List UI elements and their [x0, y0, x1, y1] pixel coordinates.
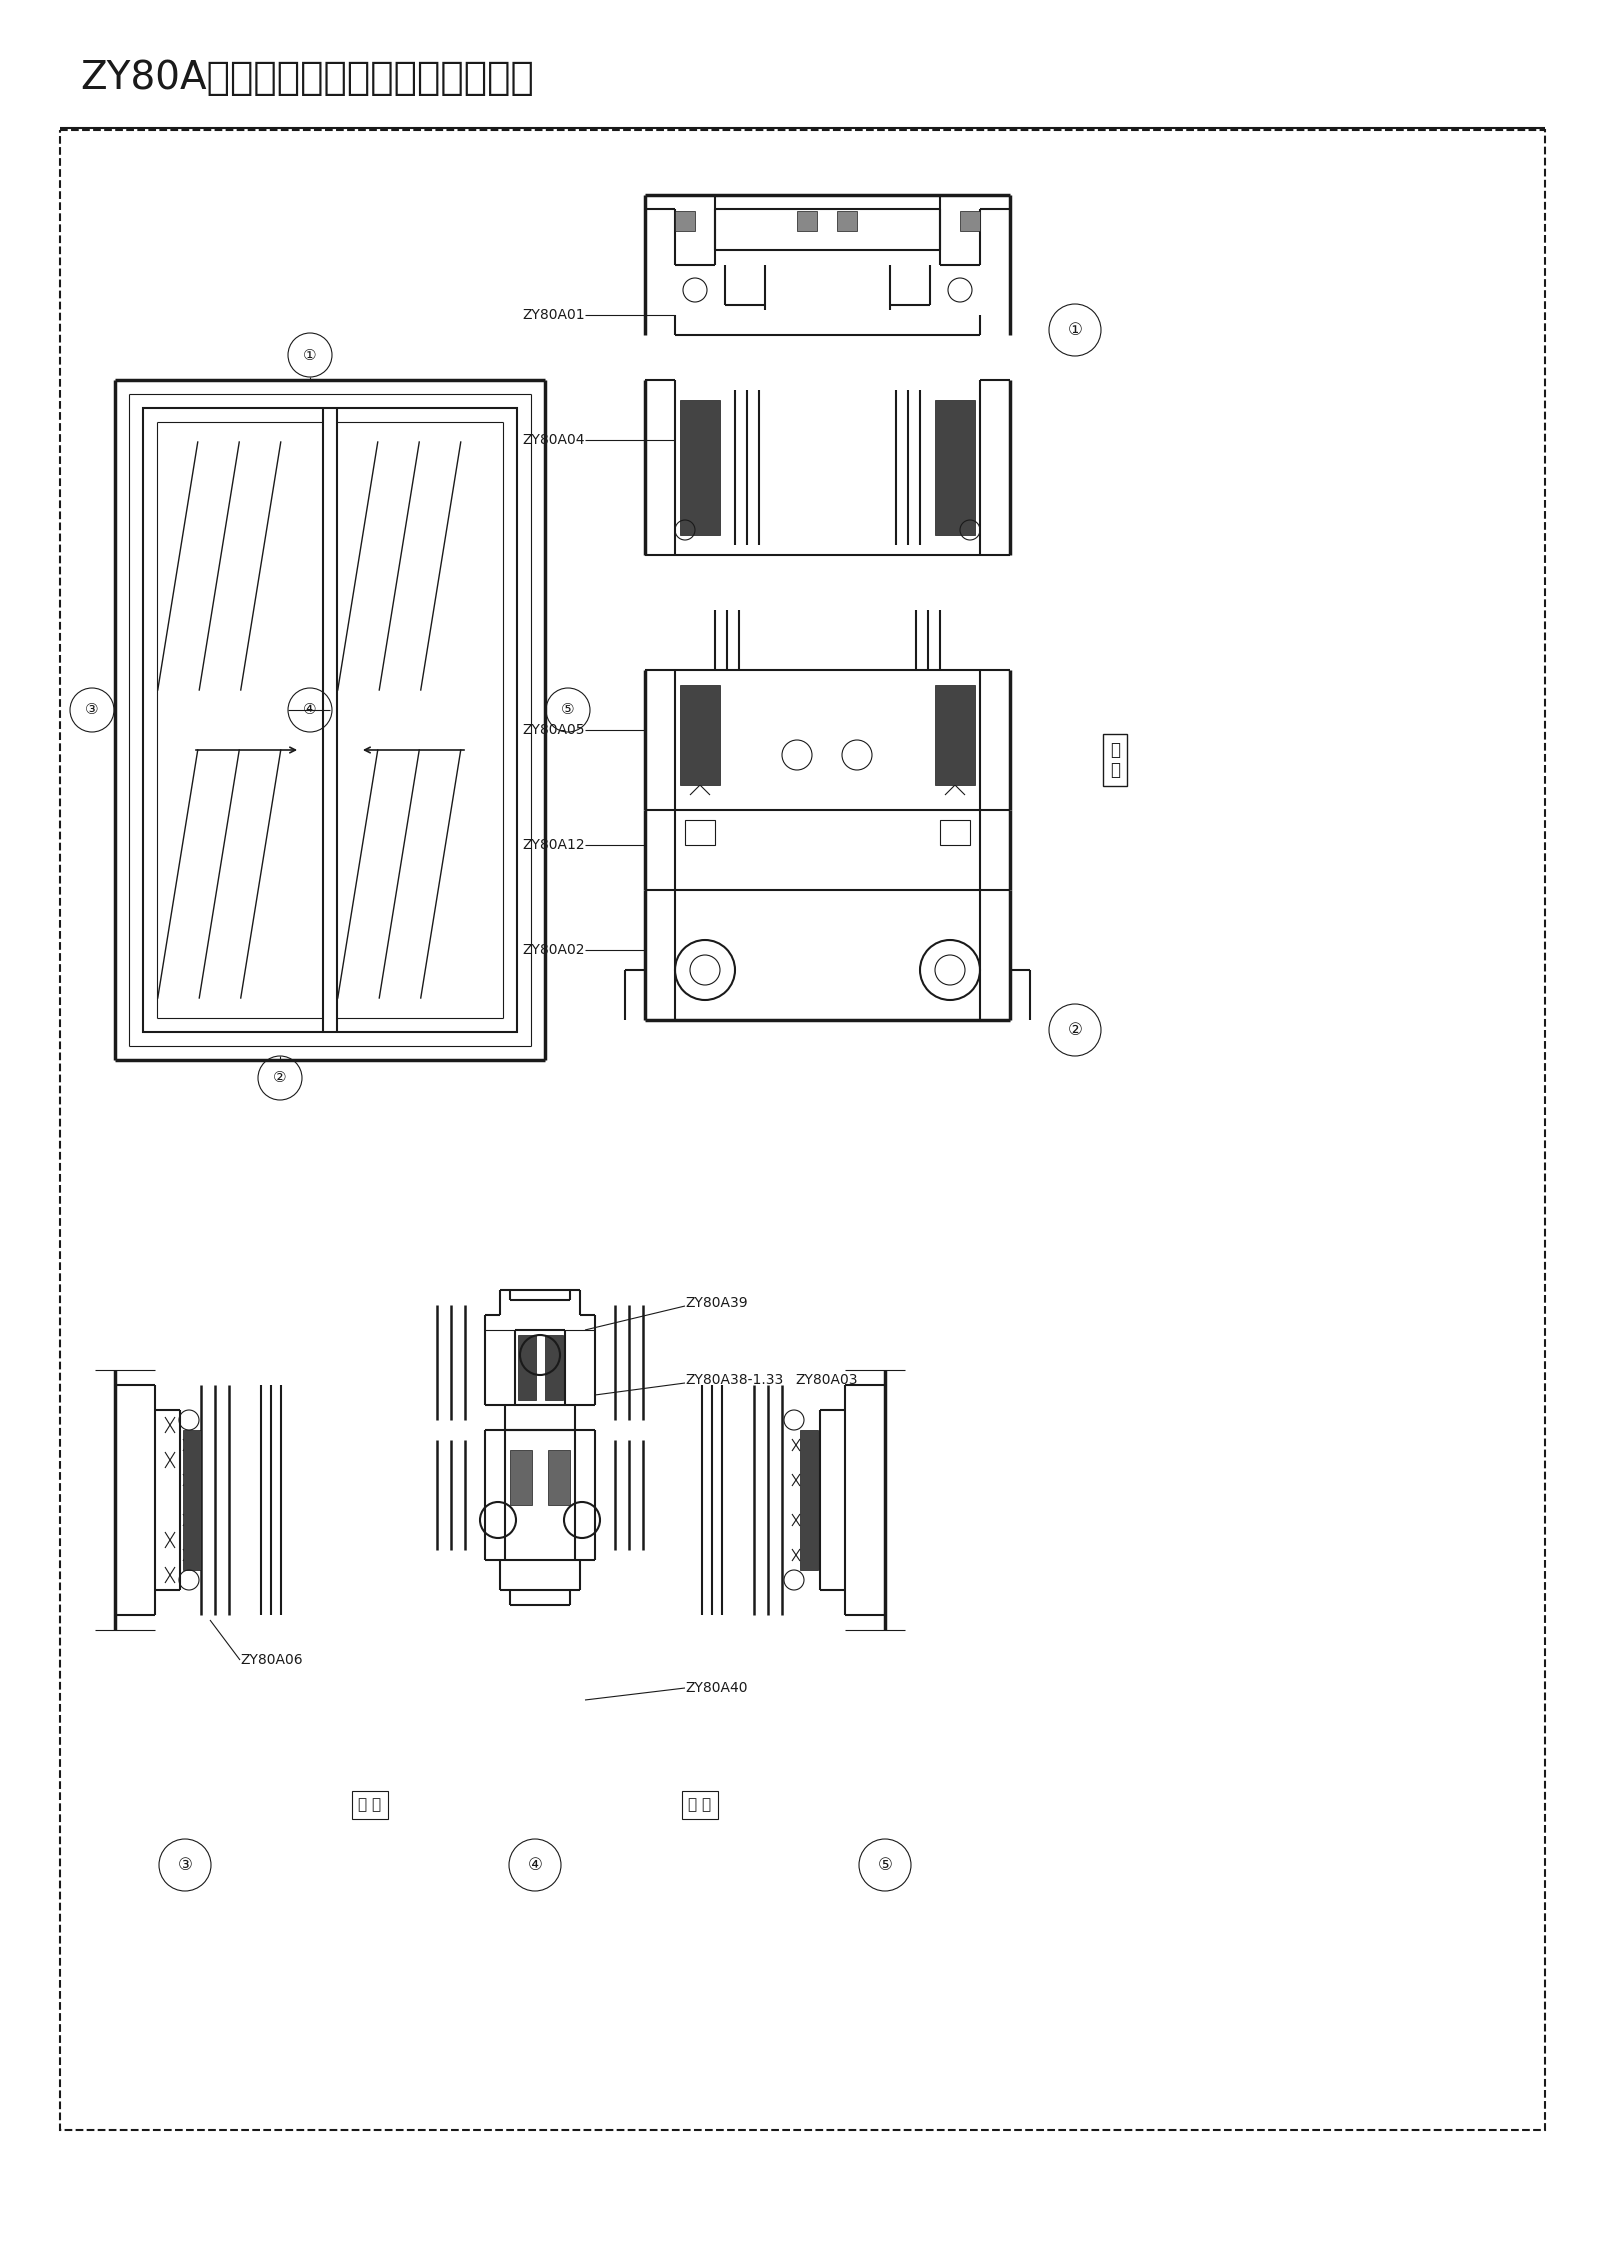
Bar — [960, 210, 979, 231]
Text: ZY80A01: ZY80A01 — [522, 308, 586, 321]
Text: ZY80A39: ZY80A39 — [685, 1297, 747, 1310]
Bar — [934, 686, 974, 785]
Text: ④: ④ — [528, 1856, 542, 1874]
Bar — [675, 210, 694, 231]
Text: 室 外: 室 外 — [688, 1797, 712, 1813]
Bar — [546, 1335, 563, 1401]
Bar — [142, 407, 517, 1032]
Text: ①: ① — [302, 349, 317, 362]
Text: ②: ② — [1067, 1021, 1083, 1039]
Text: 室
外: 室 外 — [1110, 740, 1120, 778]
Text: ⑤: ⑤ — [562, 702, 574, 717]
Text: ZY80A02: ZY80A02 — [523, 944, 586, 957]
Bar — [941, 819, 970, 844]
Text: ③: ③ — [85, 702, 99, 717]
Bar — [797, 210, 818, 231]
Text: ZY80A系列穿条隔热节能推拉窗结构图: ZY80A系列穿条隔热节能推拉窗结构图 — [80, 59, 534, 97]
Text: ZY80A05: ZY80A05 — [523, 722, 586, 738]
Text: ZY80A40: ZY80A40 — [685, 1681, 747, 1695]
Text: ③: ③ — [178, 1856, 192, 1874]
Text: ②: ② — [274, 1070, 286, 1086]
Text: ZY80A03: ZY80A03 — [795, 1374, 858, 1387]
Bar — [547, 1451, 570, 1505]
Bar — [518, 1335, 536, 1401]
Text: ZY80A06: ZY80A06 — [240, 1652, 302, 1668]
Text: ZY80A04: ZY80A04 — [523, 432, 586, 448]
Bar — [685, 819, 715, 844]
Bar — [510, 1451, 531, 1505]
Bar — [680, 686, 720, 785]
Text: ④: ④ — [302, 702, 317, 717]
Bar — [934, 401, 974, 534]
Text: ZY80A12: ZY80A12 — [522, 837, 586, 851]
Bar — [182, 1430, 202, 1571]
Text: 室 外: 室 外 — [358, 1797, 381, 1813]
Bar — [837, 210, 858, 231]
Bar — [61, 129, 1546, 2129]
Text: ZY80A38-1.33: ZY80A38-1.33 — [685, 1374, 784, 1387]
Bar — [680, 401, 720, 534]
Bar — [800, 1430, 818, 1571]
Text: ⑤: ⑤ — [877, 1856, 893, 1874]
Text: ①: ① — [1067, 321, 1083, 339]
